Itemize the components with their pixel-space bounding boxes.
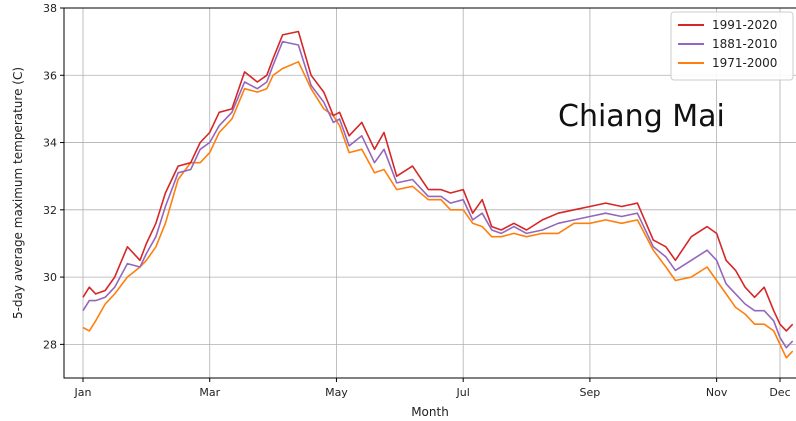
legend-label: 1881-2010 xyxy=(712,37,777,51)
y-tick-label: 36 xyxy=(43,69,57,82)
y-tick-label: 28 xyxy=(43,338,57,351)
y-tick-label: 34 xyxy=(43,137,57,150)
legend: 1991-2020 1881-2010 1971-2000 xyxy=(670,11,794,81)
x-tick-label: May xyxy=(325,386,348,399)
x-tick-label: Sep xyxy=(580,386,601,399)
x-tick-label: Jan xyxy=(74,386,92,399)
legend-label: 1971-2000 xyxy=(712,56,777,70)
x-axis: Jan Mar May Jul Sep Nov Dec xyxy=(74,378,791,399)
x-tick-label: Dec xyxy=(769,386,790,399)
series-line-1991-2020 xyxy=(82,30,794,332)
x-tick-label: Nov xyxy=(706,386,728,399)
y-axis: 28 30 32 34 36 38 xyxy=(43,2,64,351)
x-tick-label: Mar xyxy=(199,386,220,399)
city-annotation: Chiang Mai xyxy=(558,99,725,134)
grid xyxy=(64,7,796,378)
y-tick-label: 32 xyxy=(43,204,57,217)
plot-frame xyxy=(63,7,796,379)
y-axis-label: 5-day average maximum temperature (C) xyxy=(11,67,25,319)
series-line-1881-2010 xyxy=(82,40,794,349)
legend-label: 1991-2020 xyxy=(712,18,777,32)
y-tick-label: 30 xyxy=(43,271,57,284)
series-lines xyxy=(82,30,794,359)
x-axis-label: Month xyxy=(411,405,449,419)
y-tick-label: 38 xyxy=(43,2,57,15)
x-tick-label: Jul xyxy=(456,386,470,399)
